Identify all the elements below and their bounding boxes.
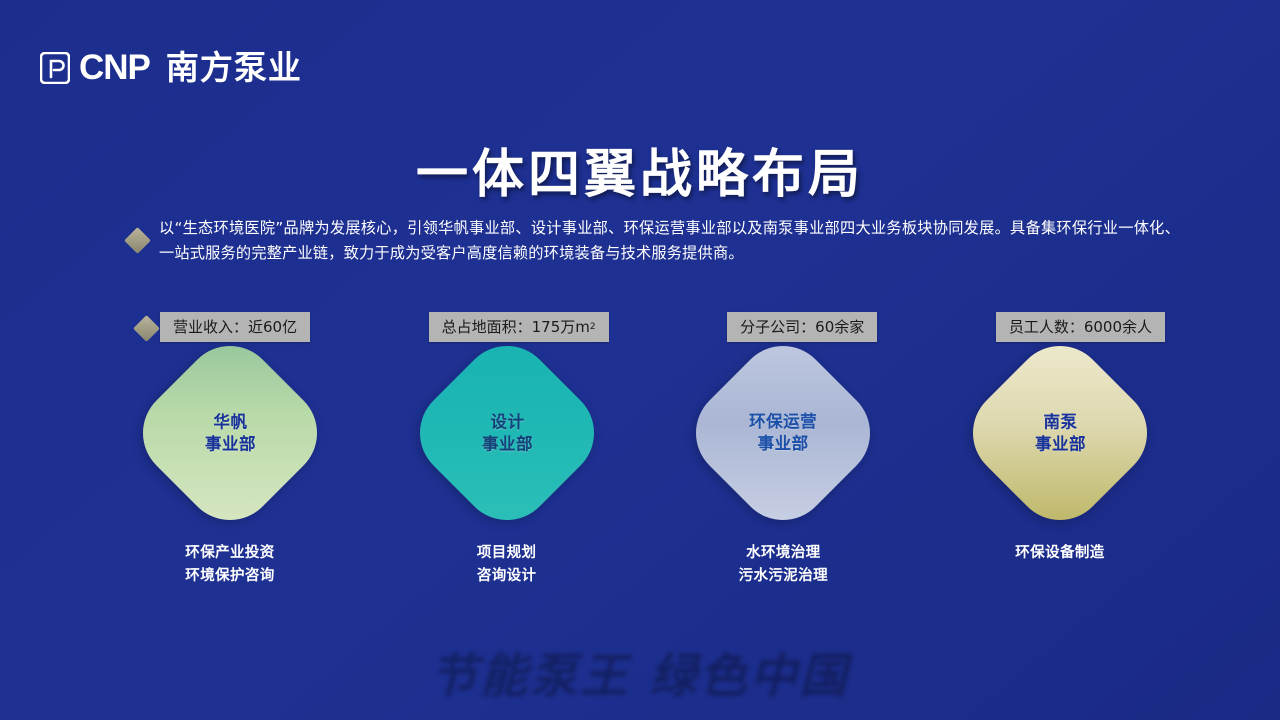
pillar-huanbao-yunying[interactable]: 环保运营 事业部 水环境治理 污水污泥治理 — [677, 326, 890, 588]
pillar-gem-nanbeng[interactable]: 南泵 事业部 — [953, 326, 1167, 540]
caption-line2: 污水污泥治理 — [738, 568, 829, 585]
stat-area-text: 总占地面积：175万m — [441, 318, 590, 336]
pillar-gem-huanbao-yunying[interactable]: 环保运营 事业部 — [677, 326, 890, 540]
page-title: 一体四翼战略布局 — [415, 145, 864, 205]
pillar-gem-sheji[interactable]: 设计 事业部 — [400, 326, 613, 540]
cnp-monogram-icon — [40, 51, 70, 84]
stats-row: 营业收入：近60亿 总占地面积：175万m 2 分子公司：60余家 员工人数：60… — [160, 312, 1165, 342]
pillar-caption-nanbeng: 环保设备制造 — [1015, 542, 1104, 565]
logo-latin-text: CNP — [79, 48, 151, 87]
diamond-bullet-icon — [124, 227, 151, 255]
stat-badge-subsidiaries: 分子公司：60余家 — [727, 312, 878, 342]
diamond-bullet-icon — [133, 315, 160, 342]
pillar-gem-label: 南泵 事业部 — [1034, 411, 1085, 455]
pillar-sheji[interactable]: 设计 事业部 项目规划 咨询设计 — [400, 326, 613, 588]
pillar-caption-huafan: 环保产业投资 环境保护咨询 — [185, 542, 274, 588]
pillar-caption-sheji: 项目规划 咨询设计 — [477, 542, 537, 588]
pillar-gem-label: 华帆 事业部 — [205, 411, 256, 455]
stat-badge-area: 总占地面积：175万m 2 — [428, 312, 609, 342]
pillar-label-line2: 事业部 — [481, 434, 533, 453]
pillar-label-line1: 南泵 — [1042, 412, 1077, 432]
caption-line1: 环保设备制造 — [1015, 545, 1105, 561]
pillar-label-line2: 事业部 — [1034, 434, 1086, 453]
pillar-gem-label: 环保运营 事业部 — [749, 411, 817, 455]
pillar-label-line2: 事业部 — [757, 434, 809, 453]
stat-badge-employees: 员工人数：6000余人 — [995, 312, 1165, 342]
company-logo: CNP 南方泵业 — [40, 50, 302, 85]
pillar-caption-huanbao-yunying: 水环境治理 污水污泥治理 — [739, 542, 828, 588]
intro-block: 以“生态环境医院”品牌为发展核心，引领华帆事业部、设计事业部、环保运营事业部以及… — [124, 216, 1180, 265]
caption-line1: 项目规划 — [476, 545, 537, 561]
caption-line1: 水环境治理 — [746, 545, 821, 561]
caption-line1: 环保产业投资 — [185, 545, 275, 561]
pillar-label-line1: 华帆 — [213, 412, 247, 432]
pillar-nanbeng[interactable]: 南泵 事业部 环保设备制造 — [953, 326, 1167, 588]
pillar-label-line1: 设计 — [489, 412, 524, 432]
caption-line2: 环境保护咨询 — [185, 568, 275, 585]
caption-line2: 咨询设计 — [476, 568, 537, 585]
pillar-huafan[interactable]: 华帆 事业部 环保产业投资 环境保护咨询 — [123, 326, 337, 588]
bottom-slogan: 节能泵王 绿色中国 — [430, 647, 850, 702]
stat-badge-revenue: 营业收入：近60亿 — [160, 312, 311, 342]
pillar-label-line2: 事业部 — [204, 434, 256, 453]
pillar-gem-huafan[interactable]: 华帆 事业部 — [123, 326, 337, 540]
logo-chinese-text: 南方泵业 — [165, 48, 302, 87]
pillar-label-line1: 环保运营 — [749, 412, 818, 432]
stat-area-superscript: 2 — [589, 321, 596, 332]
pillars-row: 华帆 事业部 环保产业投资 环境保护咨询 设计 事业部 项目规划 咨询设计 — [123, 326, 1167, 588]
intro-paragraph: 以“生态环境医院”品牌为发展核心，引领华帆事业部、设计事业部、环保运营事业部以及… — [159, 219, 1180, 262]
pillar-gem-label: 设计 事业部 — [481, 411, 532, 455]
